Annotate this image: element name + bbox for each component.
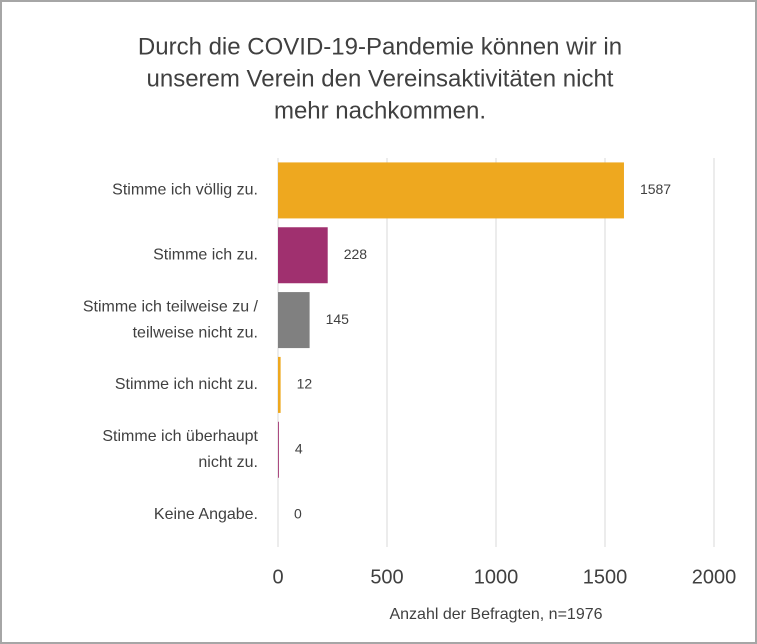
- x-tick-label: 1500: [583, 566, 628, 588]
- data-label: 12: [297, 376, 313, 392]
- y-tick-label: Stimme ich überhaupt: [102, 428, 258, 445]
- bar: [278, 227, 328, 284]
- y-tick-label: teilweise nicht zu.: [133, 324, 258, 341]
- y-tick-label: Stimme ich völlig zu.: [112, 182, 258, 199]
- y-tick-label: Stimme ich zu.: [153, 246, 258, 263]
- data-label: 4: [295, 440, 303, 456]
- data-label: 145: [326, 311, 350, 327]
- x-tick-label: 500: [370, 566, 403, 588]
- y-tick-label: Keine Angabe.: [154, 506, 258, 523]
- bar: [278, 162, 624, 219]
- bar: [278, 292, 310, 349]
- x-tick-label: 0: [272, 566, 283, 588]
- y-tick-label: nicht zu.: [198, 454, 258, 471]
- y-tick-label: Stimme ich teilweise zu /: [83, 298, 259, 315]
- bar: [278, 421, 279, 478]
- bar: [278, 356, 281, 413]
- data-label: 1587: [640, 181, 671, 197]
- chart-title: unserem Verein den Vereinsaktivitäten ni…: [147, 65, 614, 92]
- x-tick-label: 1000: [474, 566, 519, 588]
- chart-title: Durch die COVID-19-Pandemie können wir i…: [138, 33, 622, 60]
- y-tick-label: Stimme ich nicht zu.: [115, 376, 258, 393]
- x-axis-label: Anzahl der Befragten, n=1976: [389, 606, 602, 623]
- chart-title: mehr nachkommen.: [274, 97, 486, 124]
- data-label: 0: [294, 505, 302, 521]
- data-label: 228: [344, 246, 368, 262]
- x-tick-label: 2000: [692, 566, 737, 588]
